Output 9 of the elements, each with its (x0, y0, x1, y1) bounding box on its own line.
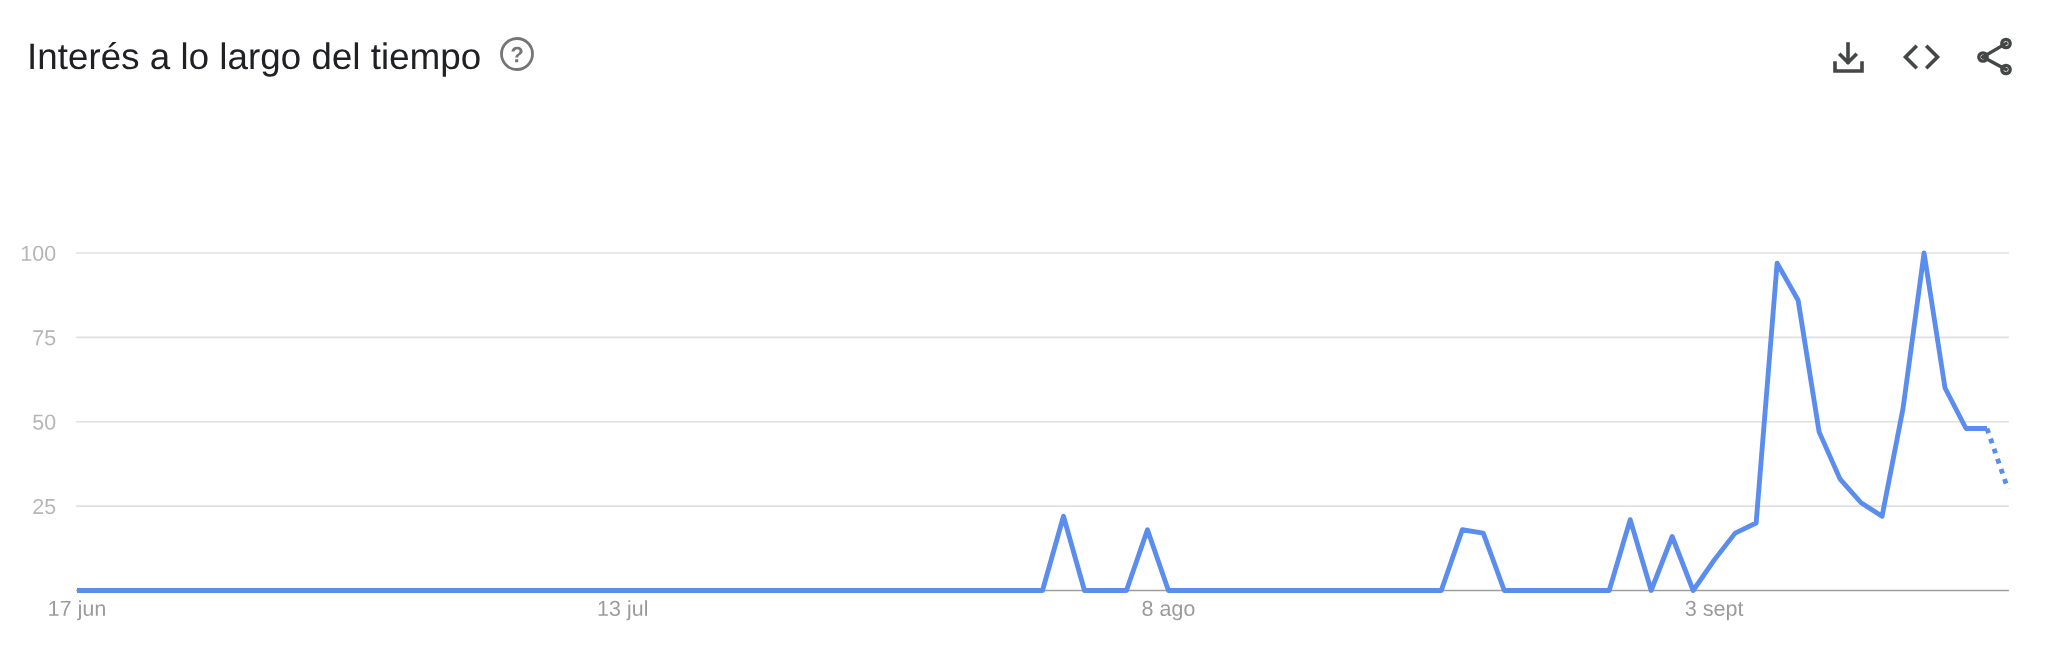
x-tick-label: 17 jun (49, 600, 105, 621)
y-tick-label: 75 (33, 330, 56, 346)
x-tick-label: 8 ago (1142, 600, 1195, 621)
y-tick-label: 100 (21, 245, 56, 262)
x-tick-label: 13 jul (598, 600, 648, 621)
y-tick-label: 50 (33, 414, 56, 430)
x-tick-label: 3 sept (1685, 600, 1744, 621)
y-tick-label: 25 (33, 498, 56, 515)
chart-title: Interés a lo largo del tiempo (30, 41, 480, 77)
